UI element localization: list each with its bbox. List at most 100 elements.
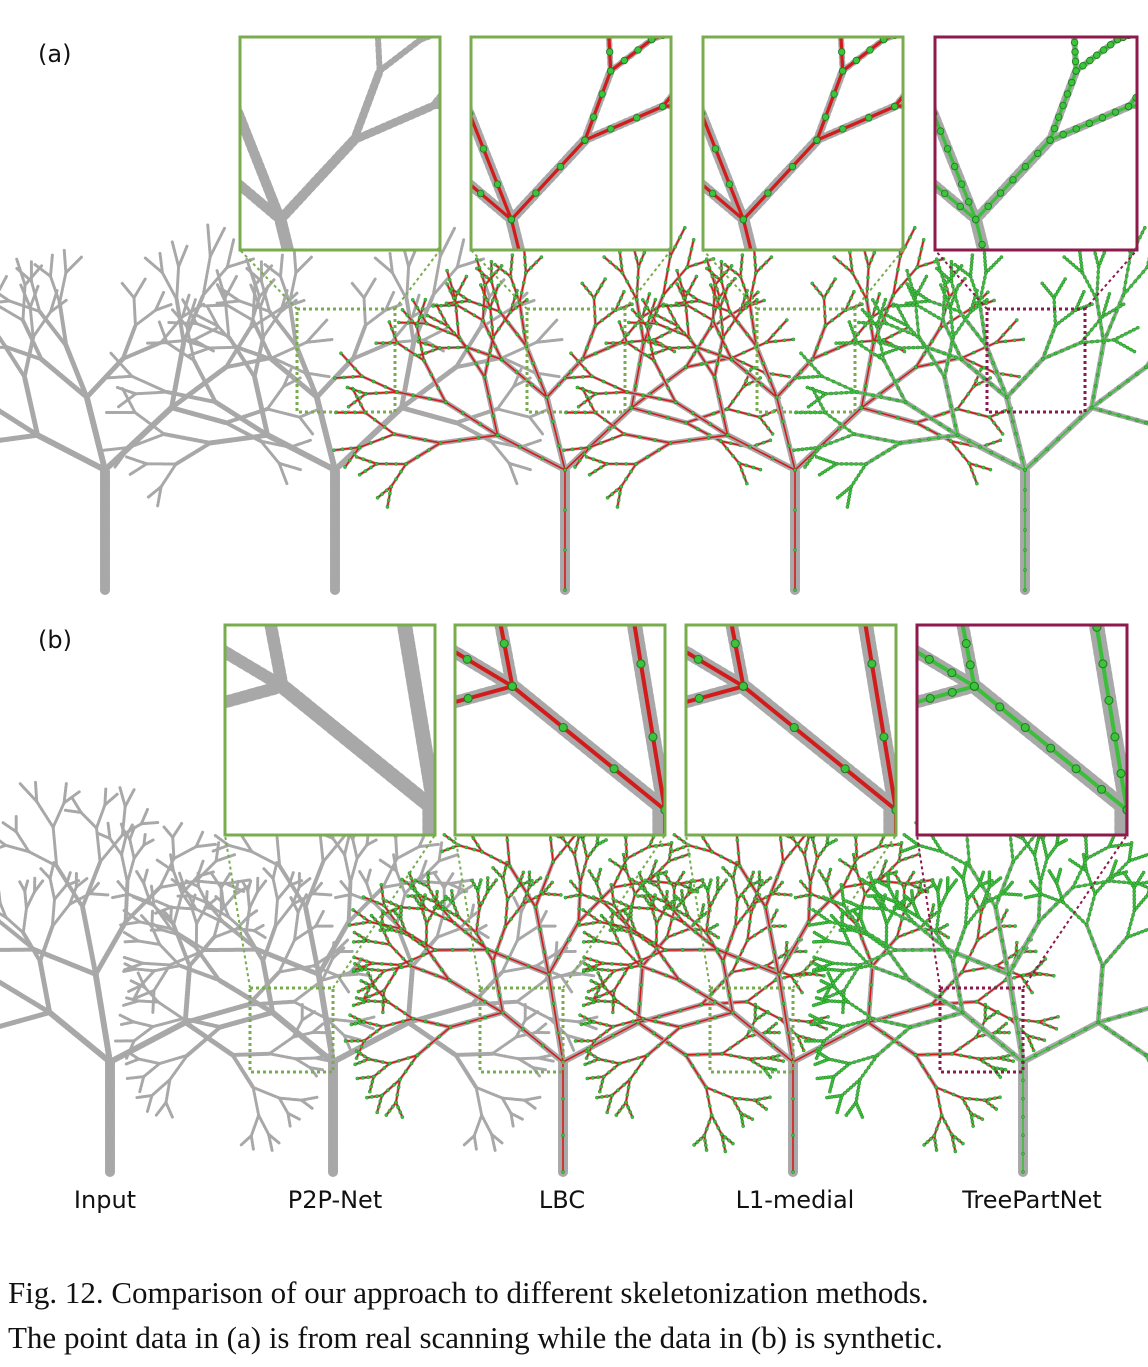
skeleton-node [829,283,834,288]
branch-points [355,843,369,860]
skeleton-node [563,548,567,552]
skeleton-node [395,1093,400,1097]
skeleton-node [727,326,731,331]
branch-points [151,989,156,1014]
skeleton-edge [390,463,407,488]
skeleton-edge [861,366,917,409]
branch-points [201,265,229,297]
skeleton-node [996,426,1001,431]
branch-points [123,788,136,808]
skeleton-node [1020,456,1024,460]
branch-points [263,263,282,278]
skeleton-node [736,392,741,396]
skeleton-node [678,235,682,240]
skeleton-node [921,411,925,415]
branch-points [474,1085,504,1100]
skeleton-edge [398,321,427,325]
skeleton-node [681,296,686,300]
skeleton-node [809,446,813,451]
branch-points [117,392,138,409]
skeleton-node [1144,365,1148,370]
skeleton-node [978,444,982,449]
skeleton-node [417,353,421,358]
skeleton-node [759,265,763,270]
skeleton-node [959,357,964,362]
skeleton-node [374,341,378,345]
skeleton-node [866,275,870,280]
skeleton-node [455,321,460,326]
skeleton-node [400,307,405,312]
skeleton-node [487,331,491,336]
skeleton-node [477,906,482,911]
skeleton-node [599,465,603,470]
skeleton-edge [435,891,438,907]
skeleton-node [890,439,895,444]
skeleton-node [968,310,973,314]
branch-points [169,364,229,411]
skeleton-node [613,308,618,312]
skeleton-node [912,300,916,305]
skeleton-edge [731,358,778,398]
skeleton-edge [354,1058,370,1066]
skeleton-node [853,337,858,342]
branch-points [220,889,225,905]
skeleton-node [527,885,532,889]
skeleton-node [857,320,861,325]
skeleton-edge [727,408,760,418]
skeleton-node [1100,314,1105,319]
skeleton-node [844,265,849,270]
skeleton-edge [719,307,724,338]
branch-points [259,279,272,313]
branch-points [57,300,69,348]
skeleton-node [373,917,377,922]
skeleton-node [366,999,371,1003]
skeleton-node [968,274,973,279]
skeleton-node [921,237,926,242]
skeleton-node [425,313,430,318]
skeleton-node [793,548,797,552]
branch-points [122,955,145,965]
skeleton-node [1029,369,1033,374]
branch-points [145,1094,154,1114]
skeleton-node [349,446,353,451]
skeleton-node [436,386,441,391]
skeleton-node [972,475,977,479]
skeleton-node [867,362,872,366]
skeleton-node [890,344,895,348]
branch-points [343,853,352,885]
skeleton-node [773,339,778,344]
skeleton-edge [677,325,698,348]
skeleton-node [814,455,819,459]
skeleton-edge [456,304,484,322]
skeleton-node [759,382,764,387]
branch-points [259,439,281,465]
skeleton-node [1012,338,1017,343]
skeleton-node [948,310,953,315]
skeleton-node [1144,420,1148,425]
branch-points [0,408,41,438]
skeleton-node [677,277,682,282]
skeleton-node [758,467,763,472]
skeleton-node [925,348,930,352]
skeleton-node [535,879,539,883]
skeleton-node [502,883,507,888]
skeleton-node [823,323,828,328]
branch-points [137,939,162,946]
skeleton-node [882,302,886,306]
branch-points [15,266,33,283]
skeleton-node [404,346,408,351]
skeleton-node [423,896,428,900]
skeleton-node [949,301,954,306]
skeleton-edge [446,300,470,305]
skeleton-node [472,882,476,886]
skeleton-node [969,267,973,272]
skeleton-node [903,400,908,404]
skeleton-node [741,283,746,287]
skeleton-node [413,888,417,893]
skeleton-node [1098,408,1103,413]
skeleton-node [460,281,465,286]
skeleton-node [411,881,415,886]
skeleton-node [817,389,822,394]
skeleton-node [489,279,494,284]
skeleton-edge [648,340,670,349]
